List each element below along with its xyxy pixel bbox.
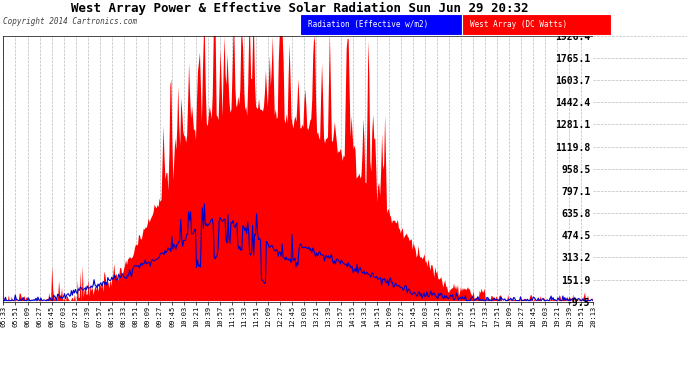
Text: West Array Power & Effective Solar Radiation Sun Jun 29 20:32: West Array Power & Effective Solar Radia… [71, 2, 529, 15]
Text: Radiation (Effective w/m2): Radiation (Effective w/m2) [308, 20, 428, 29]
Text: West Array (DC Watts): West Array (DC Watts) [470, 20, 567, 29]
Text: Copyright 2014 Cartronics.com: Copyright 2014 Cartronics.com [3, 17, 137, 26]
